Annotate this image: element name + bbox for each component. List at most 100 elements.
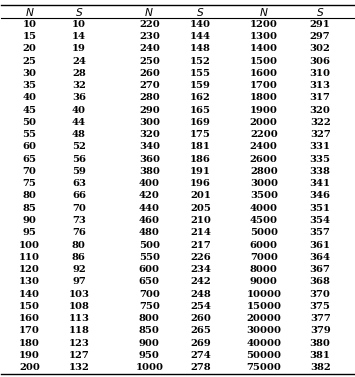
Text: 234: 234 — [190, 265, 211, 274]
Text: 50: 50 — [23, 118, 37, 127]
Text: 269: 269 — [190, 339, 211, 348]
Text: 460: 460 — [139, 216, 160, 225]
Text: 367: 367 — [310, 265, 331, 274]
Text: 331: 331 — [310, 143, 331, 152]
Text: 36: 36 — [72, 93, 86, 103]
Text: 130: 130 — [19, 277, 40, 286]
Text: 322: 322 — [310, 118, 331, 127]
Text: 140: 140 — [190, 20, 211, 29]
Text: 346: 346 — [310, 192, 331, 201]
Text: 4000: 4000 — [250, 204, 278, 213]
Text: 186: 186 — [190, 155, 211, 164]
Text: $N$: $N$ — [25, 6, 34, 18]
Text: 364: 364 — [310, 253, 331, 262]
Text: 377: 377 — [310, 314, 331, 323]
Text: 63: 63 — [72, 179, 86, 188]
Text: 140: 140 — [19, 290, 40, 299]
Text: 214: 214 — [190, 228, 211, 237]
Text: 97: 97 — [72, 277, 86, 286]
Text: 254: 254 — [190, 302, 211, 311]
Text: 155: 155 — [190, 69, 211, 78]
Text: 103: 103 — [69, 290, 89, 299]
Text: 70: 70 — [23, 167, 37, 176]
Text: 40: 40 — [72, 106, 86, 115]
Text: 217: 217 — [190, 241, 211, 250]
Text: 76: 76 — [72, 228, 86, 237]
Text: 30000: 30000 — [246, 326, 281, 335]
Text: 86: 86 — [72, 253, 86, 262]
Text: 14: 14 — [72, 32, 86, 41]
Text: 260: 260 — [139, 69, 160, 78]
Text: 80: 80 — [72, 241, 86, 250]
Text: 9000: 9000 — [250, 277, 278, 286]
Text: 341: 341 — [310, 179, 331, 188]
Text: 10000: 10000 — [246, 290, 281, 299]
Text: 70: 70 — [72, 204, 86, 213]
Text: 420: 420 — [139, 192, 160, 201]
Text: 52: 52 — [72, 143, 86, 152]
Text: 302: 302 — [310, 44, 331, 54]
Text: 351: 351 — [310, 204, 331, 213]
Text: 66: 66 — [72, 192, 86, 201]
Text: $S$: $S$ — [196, 6, 204, 18]
Text: 750: 750 — [139, 302, 160, 311]
Text: 85: 85 — [23, 204, 37, 213]
Text: 75: 75 — [23, 179, 37, 188]
Text: 59: 59 — [72, 167, 86, 176]
Text: 900: 900 — [139, 339, 160, 348]
Text: 3000: 3000 — [250, 179, 278, 188]
Text: 6000: 6000 — [250, 241, 278, 250]
Text: 150: 150 — [19, 302, 40, 311]
Text: 120: 120 — [19, 265, 40, 274]
Text: 248: 248 — [190, 290, 211, 299]
Text: 320: 320 — [310, 106, 331, 115]
Text: 3500: 3500 — [250, 192, 278, 201]
Text: 1700: 1700 — [250, 81, 278, 90]
Text: $N$: $N$ — [144, 6, 154, 18]
Text: 274: 274 — [190, 351, 211, 360]
Text: 1200: 1200 — [250, 20, 278, 29]
Text: 40000: 40000 — [246, 339, 281, 348]
Text: 60: 60 — [23, 143, 37, 152]
Text: 19: 19 — [72, 44, 86, 54]
Text: 310: 310 — [310, 69, 331, 78]
Text: 56: 56 — [72, 155, 86, 164]
Text: 291: 291 — [310, 20, 331, 29]
Text: 20: 20 — [23, 44, 37, 54]
Text: 380: 380 — [139, 167, 160, 176]
Text: 950: 950 — [139, 351, 160, 360]
Text: 260: 260 — [190, 314, 211, 323]
Text: 700: 700 — [139, 290, 160, 299]
Text: 335: 335 — [310, 155, 331, 164]
Text: 8000: 8000 — [250, 265, 278, 274]
Text: 210: 210 — [190, 216, 211, 225]
Text: 110: 110 — [19, 253, 40, 262]
Text: 32: 32 — [72, 81, 86, 90]
Text: 300: 300 — [139, 118, 160, 127]
Text: 270: 270 — [139, 81, 160, 90]
Text: 175: 175 — [190, 130, 211, 139]
Text: 205: 205 — [190, 204, 211, 213]
Text: 30: 30 — [23, 69, 37, 78]
Text: 191: 191 — [190, 167, 211, 176]
Text: 159: 159 — [190, 81, 211, 90]
Text: 230: 230 — [139, 32, 160, 41]
Text: 165: 165 — [190, 106, 211, 115]
Text: 800: 800 — [139, 314, 160, 323]
Text: 35: 35 — [23, 81, 37, 90]
Text: 92: 92 — [72, 265, 86, 274]
Text: 181: 181 — [190, 143, 211, 152]
Text: 5000: 5000 — [250, 228, 278, 237]
Text: 95: 95 — [23, 228, 37, 237]
Text: 360: 360 — [139, 155, 160, 164]
Text: 28: 28 — [72, 69, 86, 78]
Text: 313: 313 — [310, 81, 331, 90]
Text: 320: 320 — [139, 130, 160, 139]
Text: 50000: 50000 — [246, 351, 281, 360]
Text: 132: 132 — [69, 363, 89, 372]
Text: 1800: 1800 — [250, 93, 278, 103]
Text: 250: 250 — [139, 57, 160, 66]
Text: 340: 340 — [139, 143, 160, 152]
Text: 118: 118 — [69, 326, 89, 335]
Text: 440: 440 — [139, 204, 160, 213]
